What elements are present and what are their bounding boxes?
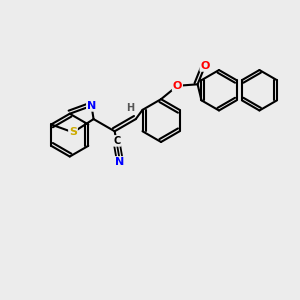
Text: O: O <box>173 81 182 91</box>
Text: C: C <box>113 136 121 146</box>
Text: N: N <box>116 157 125 167</box>
Text: H: H <box>126 103 134 113</box>
Text: N: N <box>87 101 96 111</box>
Text: O: O <box>200 61 210 71</box>
Text: S: S <box>69 128 77 137</box>
